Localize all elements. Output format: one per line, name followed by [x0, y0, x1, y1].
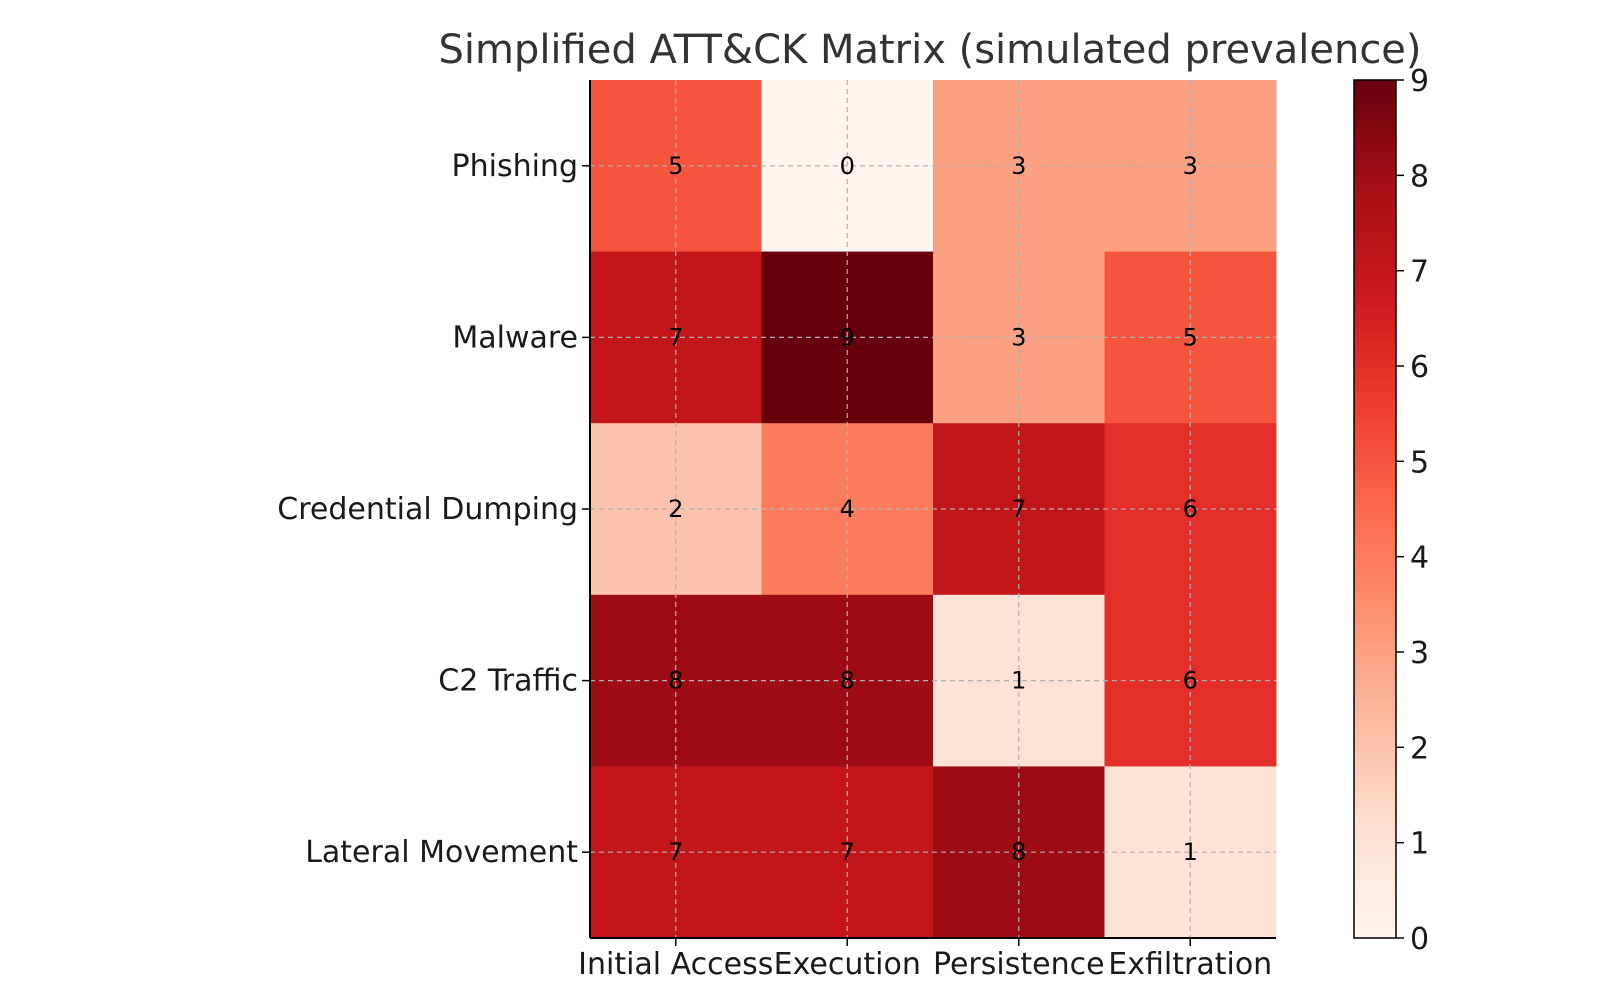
- cell-value-label: 7: [840, 838, 855, 866]
- cell-value-label: 6: [1183, 667, 1198, 695]
- x-tick-label: Initial Access: [578, 947, 773, 982]
- cell-value-label: 5: [1183, 323, 1198, 351]
- cell-value-label: 0: [840, 152, 855, 180]
- cell-value-label: 7: [1011, 495, 1026, 523]
- colorbar-tick-label: 6: [1410, 350, 1429, 385]
- cell-value-label: 8: [668, 667, 683, 695]
- colorbar-tick-label: 8: [1410, 159, 1429, 194]
- y-tick-label: C2 Traffic: [438, 664, 578, 699]
- cell-value-label: 8: [840, 667, 855, 695]
- cell-value-label: 5: [668, 152, 683, 180]
- colorbar-tick-label: 2: [1410, 731, 1429, 766]
- gridlines: [590, 80, 1276, 938]
- colorbar-tick-label: 3: [1410, 636, 1429, 671]
- colorbar-tick-label: 7: [1410, 255, 1429, 290]
- cell-value-label: 9: [840, 323, 855, 351]
- y-axis-tick-labels: Phishing Malware Credential Dumping C2 Traf…: [277, 149, 590, 870]
- cell-value-label: 1: [1011, 667, 1026, 695]
- colorbar: 0 1 2 3 4 5 6 7 8 9: [1353, 64, 1429, 957]
- cell-value-label: 3: [1011, 152, 1026, 180]
- cell-value-label: 4: [840, 495, 855, 523]
- y-tick-label: Malware: [452, 320, 578, 355]
- chart-title: Simplified ATT&CK Matrix (simulated prev…: [438, 27, 1421, 73]
- colorbar-tick-label: 4: [1410, 541, 1429, 576]
- cell-value-labels: 5 0 3 3 7 9 3 5 2 4 7 6 8 8 1 6 7 7 8 1: [668, 152, 1198, 866]
- cell-value-label: 7: [668, 838, 683, 866]
- y-tick-label: Phishing: [452, 149, 578, 184]
- cell-value-label: 8: [1011, 838, 1026, 866]
- colorbar-tick-label: 9: [1410, 64, 1429, 99]
- cell-value-label: 3: [1011, 323, 1026, 351]
- cell-value-label: 2: [668, 495, 683, 523]
- colorbar-gradient: [1353, 79, 1397, 939]
- y-tick-label: Lateral Movement: [305, 835, 578, 870]
- colorbar-tick-label: 1: [1410, 827, 1429, 862]
- x-tick-label: Exfiltration: [1108, 947, 1272, 982]
- cell-value-label: 3: [1183, 152, 1198, 180]
- cell-value-label: 6: [1183, 495, 1198, 523]
- x-tick-label: Execution: [774, 947, 921, 982]
- x-axis-tick-labels: Initial Access Execution Persistence Exfilt…: [578, 938, 1272, 982]
- colorbar-tick-label: 0: [1410, 922, 1429, 957]
- colorbar-tick-label: 5: [1410, 445, 1429, 480]
- y-tick-label: Credential Dumping: [277, 492, 578, 527]
- cell-value-label: 1: [1183, 838, 1198, 866]
- cell-value-label: 7: [668, 323, 683, 351]
- x-tick-label: Persistence: [933, 947, 1105, 982]
